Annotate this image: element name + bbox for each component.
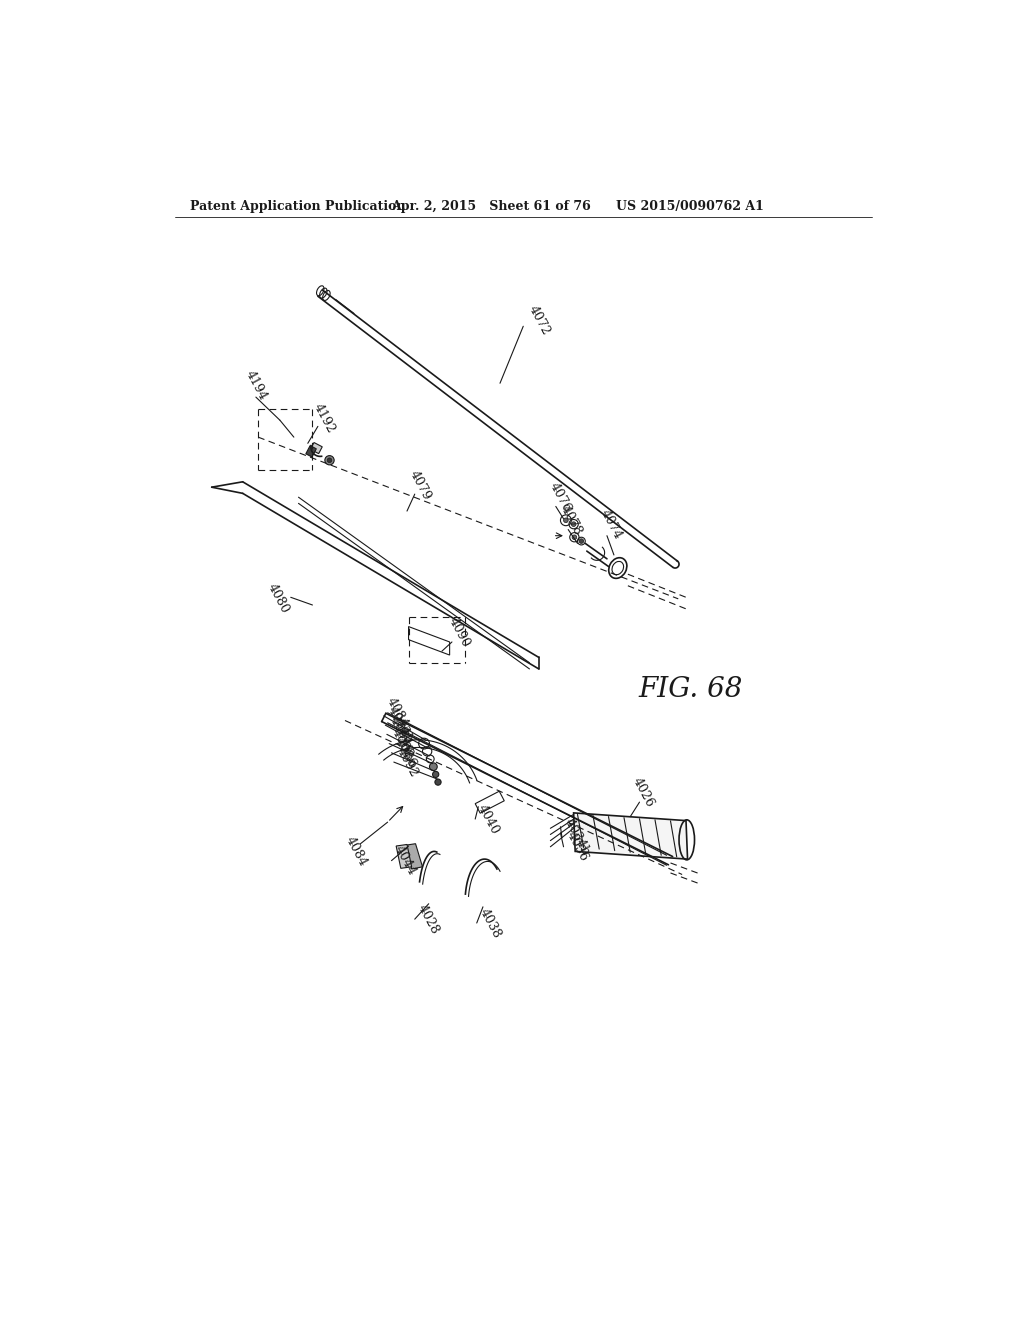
Text: 4090: 4090	[445, 615, 472, 649]
Circle shape	[325, 455, 334, 465]
Bar	[475, 791, 504, 813]
Text: 4079: 4079	[407, 467, 433, 502]
Text: 4084: 4084	[343, 834, 370, 869]
Text: 4036: 4036	[563, 829, 590, 865]
Circle shape	[429, 763, 437, 771]
Text: 4076: 4076	[547, 480, 573, 515]
Circle shape	[563, 517, 568, 523]
Circle shape	[579, 539, 584, 544]
Text: 4044: 4044	[391, 843, 418, 878]
Circle shape	[328, 458, 332, 462]
Circle shape	[435, 779, 441, 785]
Bar	[310, 442, 323, 454]
Text: US 2015/0090762 A1: US 2015/0090762 A1	[616, 199, 764, 213]
Text: 4034b: 4034b	[562, 817, 592, 858]
Polygon shape	[573, 813, 687, 859]
Text: Apr. 2, 2015   Sheet 61 of 76: Apr. 2, 2015 Sheet 61 of 76	[391, 199, 591, 213]
Polygon shape	[406, 843, 423, 869]
Circle shape	[571, 521, 575, 527]
Text: 4092: 4092	[394, 744, 420, 779]
Text: 4072: 4072	[525, 304, 552, 337]
Polygon shape	[396, 845, 412, 869]
Circle shape	[432, 771, 438, 777]
Circle shape	[572, 535, 577, 540]
Text: 4086: 4086	[391, 735, 418, 770]
Text: 4084b: 4084b	[385, 705, 416, 746]
Text: 4078: 4078	[558, 503, 585, 537]
Bar	[306, 446, 316, 457]
Text: 4194: 4194	[243, 368, 269, 403]
Text: 4038: 4038	[477, 906, 503, 940]
Text: 4026: 4026	[630, 776, 656, 810]
Text: 4074: 4074	[598, 508, 624, 543]
Text: 4082: 4082	[389, 726, 416, 760]
Text: 4084c: 4084c	[387, 714, 417, 755]
Text: 4080: 4080	[265, 582, 292, 616]
Text: Patent Application Publication: Patent Application Publication	[190, 199, 406, 213]
Text: 4040: 4040	[475, 801, 502, 837]
Text: 4192: 4192	[311, 401, 337, 436]
Text: 4084a: 4084a	[384, 696, 414, 737]
Text: FIG. 68: FIG. 68	[638, 676, 742, 704]
Text: 4028: 4028	[415, 902, 441, 936]
